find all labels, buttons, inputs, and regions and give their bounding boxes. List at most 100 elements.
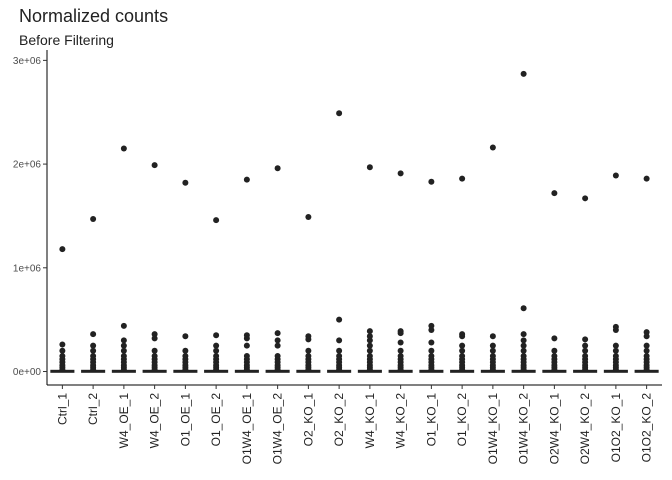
outlier bbox=[366, 337, 373, 344]
outlier bbox=[366, 328, 373, 335]
outlier bbox=[366, 347, 373, 354]
x-tick-label: O2_KO_1 bbox=[301, 393, 315, 447]
outlier bbox=[428, 178, 435, 185]
outlier bbox=[489, 366, 496, 373]
outlier bbox=[274, 337, 281, 344]
outlier bbox=[643, 333, 650, 340]
outlier bbox=[120, 145, 127, 152]
outlier bbox=[182, 347, 189, 354]
outlier bbox=[551, 347, 558, 354]
x-tick-label: O1W4_OE_1 bbox=[240, 393, 254, 465]
x-tick-label: O1W4_KO_1 bbox=[486, 393, 500, 465]
outlier bbox=[397, 366, 404, 373]
outlier bbox=[182, 179, 189, 186]
outlier bbox=[274, 165, 281, 172]
outlier bbox=[582, 336, 589, 343]
outlier bbox=[428, 339, 435, 346]
outlier bbox=[520, 347, 527, 354]
outlier bbox=[428, 347, 435, 354]
x-tick-label: O2_KO_2 bbox=[332, 393, 346, 447]
outlier bbox=[612, 172, 619, 179]
outlier bbox=[120, 322, 127, 329]
outlier bbox=[274, 342, 281, 349]
outlier bbox=[213, 332, 220, 339]
outlier bbox=[643, 175, 650, 182]
outlier bbox=[643, 347, 650, 354]
x-tick-label: O1O2_KO_1 bbox=[609, 393, 623, 463]
outlier bbox=[397, 170, 404, 177]
y-tick-label: 0e+00 bbox=[13, 367, 42, 378]
outlier bbox=[612, 366, 619, 373]
outlier bbox=[459, 175, 466, 182]
outlier bbox=[520, 331, 527, 338]
outlier bbox=[90, 342, 97, 349]
outlier bbox=[182, 366, 189, 373]
outlier bbox=[428, 366, 435, 373]
outlier bbox=[182, 333, 189, 340]
outlier bbox=[551, 366, 558, 373]
outlier bbox=[489, 347, 496, 354]
outlier bbox=[120, 347, 127, 354]
outlier bbox=[90, 366, 97, 373]
x-tick-label: O1W4_OE_2 bbox=[271, 393, 285, 465]
outlier bbox=[428, 327, 435, 334]
outlier bbox=[213, 342, 220, 349]
outlier bbox=[336, 347, 343, 354]
outlier bbox=[336, 316, 343, 323]
x-tick-label: O1W4_KO_2 bbox=[517, 393, 531, 465]
chart-subtitle: Before Filtering bbox=[19, 32, 114, 48]
x-tick-label: W4_OE_2 bbox=[148, 393, 162, 449]
outlier bbox=[151, 162, 158, 169]
outlier bbox=[59, 341, 66, 348]
outlier bbox=[582, 342, 589, 349]
outlier bbox=[489, 144, 496, 151]
outlier bbox=[397, 347, 404, 354]
x-tick-label: O1_KO_2 bbox=[455, 393, 469, 447]
outlier bbox=[366, 333, 373, 340]
outlier bbox=[151, 366, 158, 373]
outlier bbox=[90, 216, 97, 223]
outlier bbox=[366, 342, 373, 349]
x-tick-label: O1_OE_2 bbox=[209, 393, 223, 447]
outlier bbox=[489, 333, 496, 340]
outlier bbox=[305, 336, 312, 343]
outlier bbox=[551, 190, 558, 197]
outlier bbox=[213, 347, 220, 354]
y-tick-label: 3e+06 bbox=[13, 56, 42, 67]
outlier bbox=[305, 366, 312, 373]
chart-title: Normalized counts bbox=[19, 6, 168, 26]
outlier bbox=[274, 366, 281, 373]
x-tick-label: O1_OE_1 bbox=[178, 393, 192, 447]
x-tick-label: O1_KO_1 bbox=[424, 393, 438, 447]
x-tick-label: O2W4_KO_1 bbox=[547, 393, 561, 465]
outlier bbox=[582, 366, 589, 373]
outlier bbox=[428, 322, 435, 329]
outlier bbox=[151, 335, 158, 342]
outlier bbox=[120, 366, 127, 373]
outlier bbox=[243, 366, 250, 373]
outlier bbox=[520, 337, 527, 344]
outlier bbox=[612, 327, 619, 334]
outlier bbox=[643, 342, 650, 349]
outlier bbox=[643, 366, 650, 373]
outlier bbox=[243, 335, 250, 342]
outlier bbox=[213, 366, 220, 373]
outlier bbox=[336, 337, 343, 344]
x-tick-label: W4_OE_1 bbox=[117, 393, 131, 449]
y-tick-label: 2e+06 bbox=[13, 160, 42, 171]
outlier bbox=[612, 347, 619, 354]
outlier bbox=[120, 337, 127, 344]
outlier bbox=[459, 347, 466, 354]
outlier bbox=[274, 330, 281, 337]
outlier bbox=[489, 342, 496, 349]
outlier bbox=[305, 213, 312, 220]
outlier bbox=[59, 246, 66, 253]
outlier bbox=[459, 333, 466, 340]
outlier bbox=[612, 342, 619, 349]
outlier bbox=[305, 347, 312, 354]
outlier bbox=[59, 347, 66, 354]
outlier bbox=[243, 176, 250, 183]
outlier bbox=[90, 331, 97, 338]
outlier bbox=[90, 347, 97, 354]
